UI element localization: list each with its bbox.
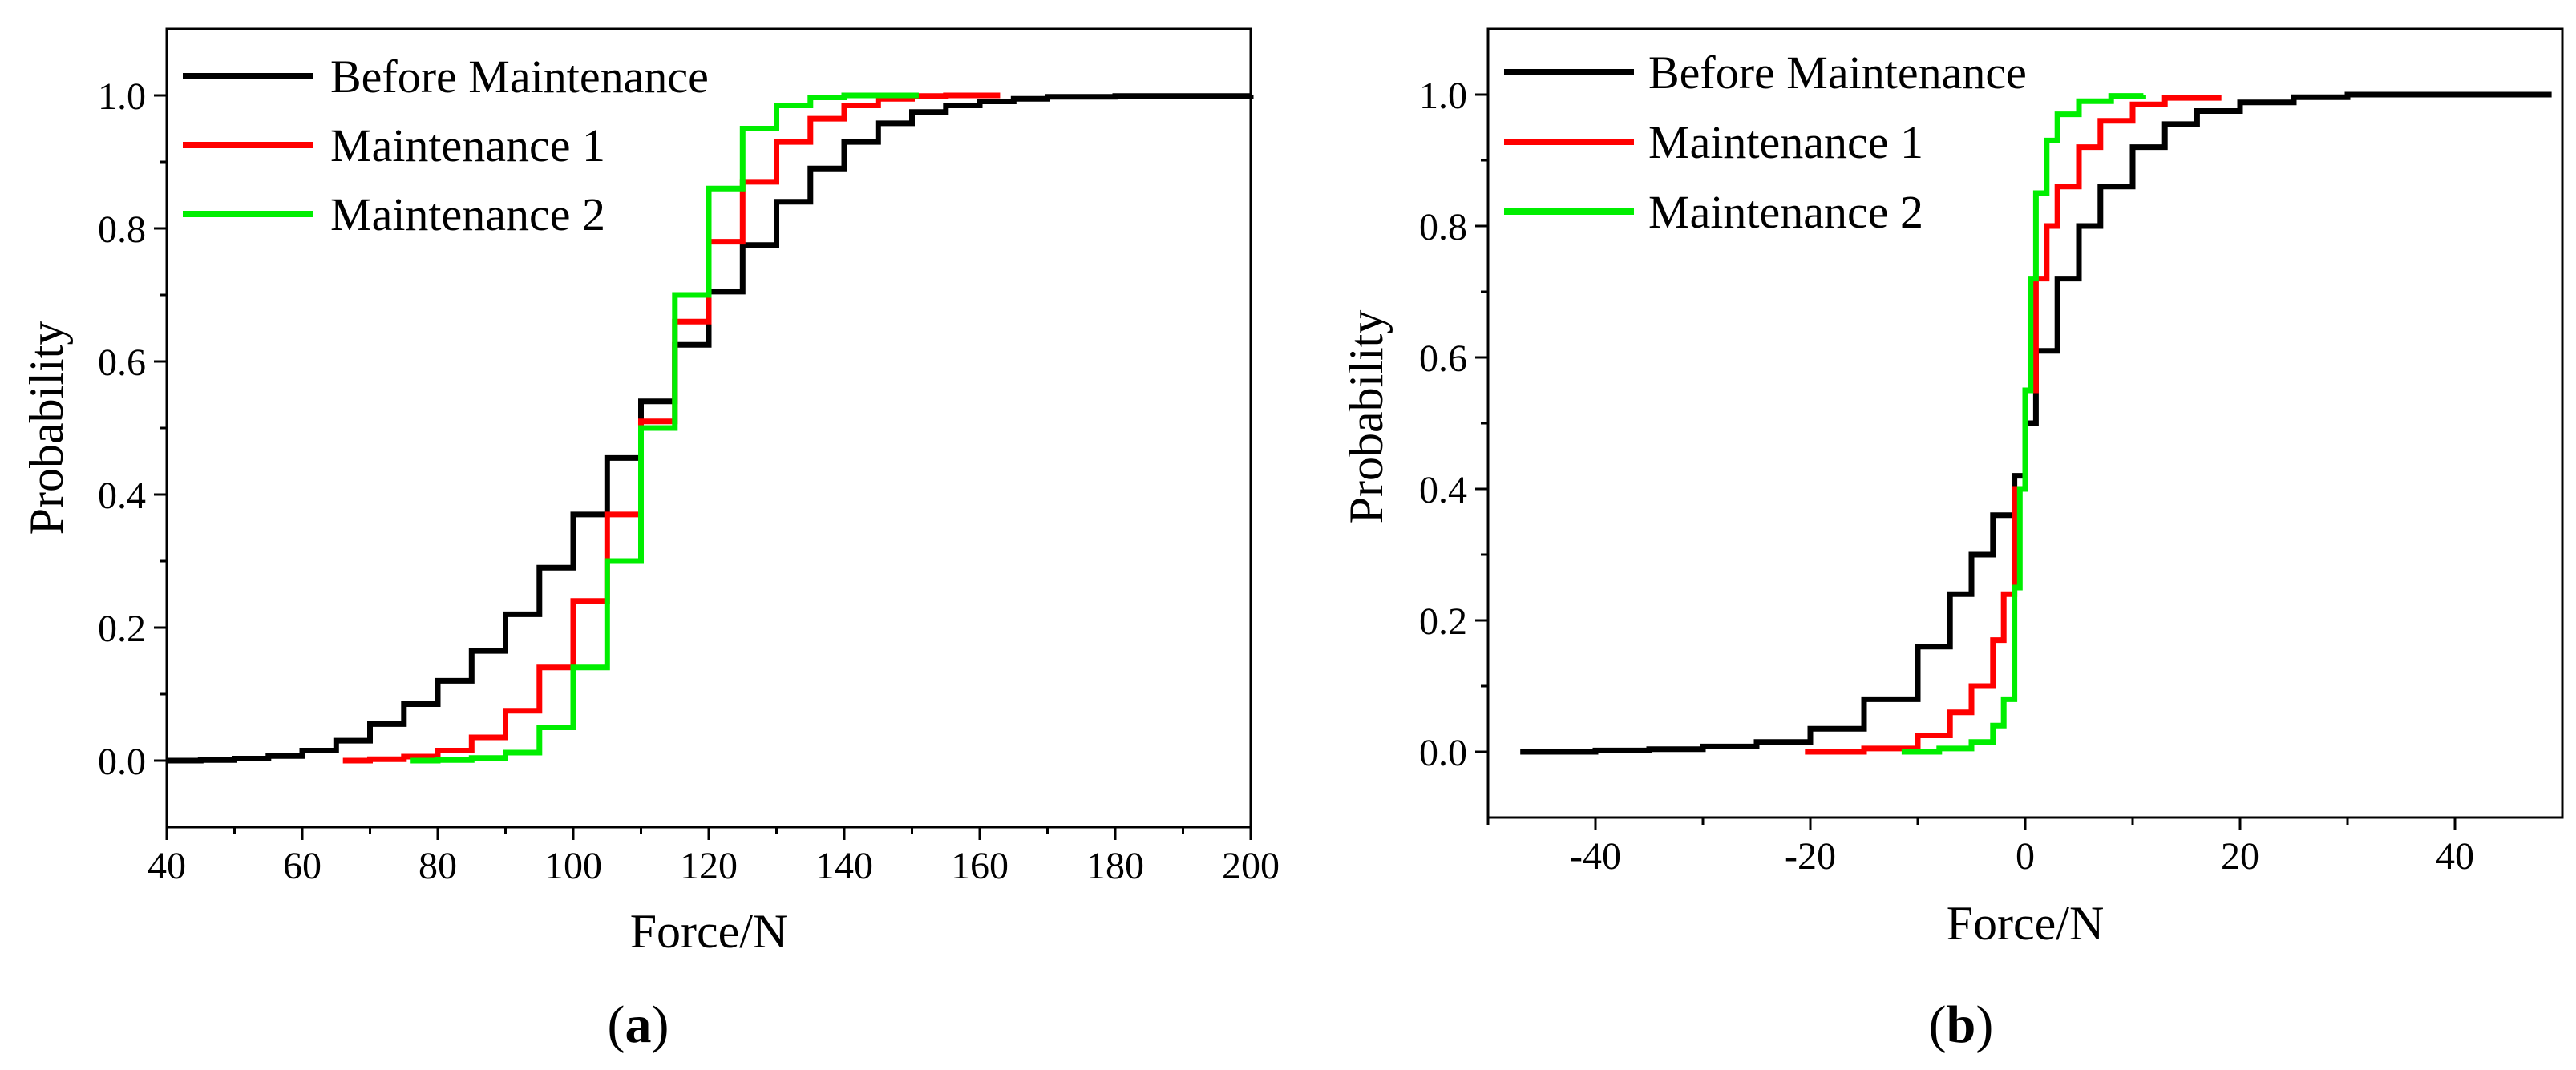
x-tick-label-a: 120	[680, 845, 738, 887]
legend-b: Before Maintenance Maintenance 1 Mainten…	[1504, 46, 2027, 238]
x-tick-label-a: 180	[1086, 845, 1144, 887]
x-tick-label-a: 160	[951, 845, 1009, 887]
series-line-maintenance-1-a	[342, 92, 1001, 764]
x-axis-title-b: Force/N	[1947, 897, 2105, 950]
y-tick-label-b: 0.6	[1419, 337, 1467, 380]
y-tick-label-b: 1.0	[1419, 75, 1467, 117]
x-tick-label-b: 40	[2436, 835, 2474, 878]
y-tick-label-a: 0.8	[98, 208, 146, 251]
series-group-b	[1520, 91, 2552, 755]
legend-a: Before Maintenance Maintenance 1 Mainten…	[183, 50, 709, 240]
x-tick-label-a: 100	[544, 845, 602, 887]
x-tick-label-b: -40	[1570, 835, 1621, 878]
y-tick-label-a: 0.2	[98, 608, 146, 650]
x-tick-label-b: 0	[2016, 835, 2035, 878]
y-axis-title-a: Probability	[20, 321, 73, 535]
series-group-a	[167, 92, 1254, 764]
series-line-before-maintenance-a	[167, 93, 1254, 764]
y-tick-label-b: 0.4	[1419, 469, 1467, 511]
y-tick-label-b: 0.8	[1419, 206, 1467, 248]
legend-label-maintenance-1-b: Maintenance 1	[1648, 116, 1923, 168]
y-axis-title-b: Probability	[1340, 310, 1393, 524]
legend-label-maintenance-1-a: Maintenance 1	[330, 119, 605, 172]
legend-label-maintenance-2-b: Maintenance 2	[1648, 186, 1923, 238]
y-tick-label-a: 0.0	[98, 741, 146, 783]
x-tick-label-a: 140	[815, 845, 873, 887]
x-axis-title-a: Force/N	[630, 905, 788, 958]
legend-label-before-maintenance-a: Before Maintenance	[330, 50, 709, 103]
legend-label-maintenance-2-a: Maintenance 2	[330, 188, 605, 240]
x-tick-label-a: 200	[1222, 845, 1280, 887]
x-tick-label-a: 40	[148, 845, 186, 887]
panel-label-a: (a)	[608, 995, 669, 1054]
y-tick-label-a: 1.0	[98, 75, 146, 118]
plot-frame-a	[165, 27, 1252, 829]
y-axis-a: 0.0 0.2 0.4 0.6 0.8 1.0	[98, 75, 167, 783]
x-tick-label-a: 60	[283, 845, 321, 887]
y-tick-label-b: 0.0	[1419, 732, 1467, 774]
series-line-before-maintenance-b	[1520, 91, 2552, 755]
x-tick-label-a: 80	[419, 845, 457, 887]
y-axis-b: 0.0 0.2 0.4 0.6 0.8 1.0	[1419, 75, 1488, 774]
x-axis-a: 40 60 80 100 120 140 160 180 200	[148, 827, 1280, 887]
x-tick-label-b: -20	[1785, 835, 1836, 878]
legend-label-before-maintenance-b: Before Maintenance	[1648, 46, 2027, 99]
panel-label-b: (b)	[1929, 995, 1994, 1054]
y-tick-label-a: 0.6	[98, 341, 146, 384]
series-line-maintenance-2-b	[1901, 93, 2146, 755]
y-tick-label-a: 0.4	[98, 474, 146, 517]
x-tick-label-b: 20	[2221, 835, 2259, 878]
y-tick-label-b: 0.2	[1419, 600, 1467, 643]
series-line-maintenance-2-a	[410, 92, 919, 764]
chart-panel-a: 40 60 80 100 120 140 160 180 200 0.0 0.2 0.4 0.6 0.8…	[20, 27, 1280, 1054]
x-axis-b: -40 -20 0 20 40	[1486, 818, 2474, 878]
chart-panel-b: -40 -20 0 20 40 0.0 0.2 0.4 0.6 0.8 1.0 Force/N P…	[1340, 27, 2564, 1054]
